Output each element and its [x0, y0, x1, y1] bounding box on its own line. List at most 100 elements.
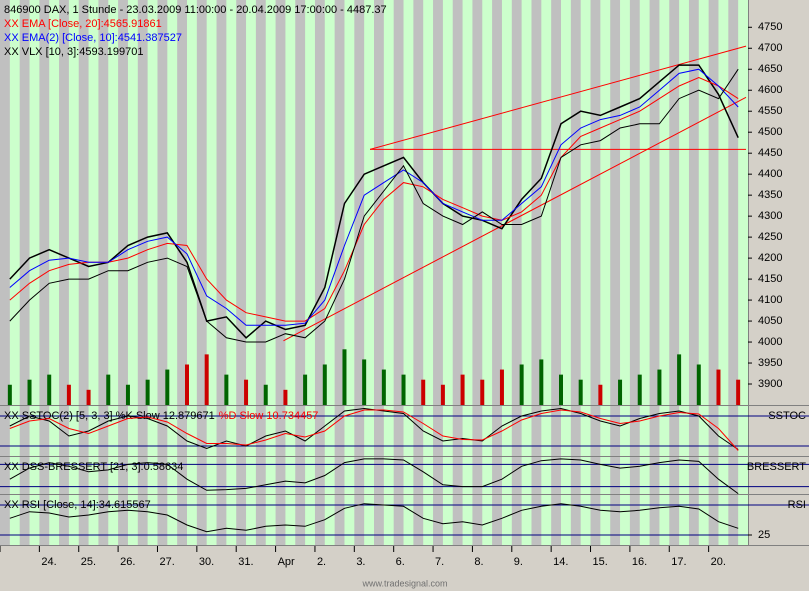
chart-title: 846900 DAX, 1 Stunde - 23.03.2009 11:00:… [4, 4, 387, 16]
stripe [9, 0, 20, 545]
volume-bar [263, 384, 268, 405]
series-line [9, 77, 739, 322]
stripe [68, 0, 79, 545]
volume-bar [303, 374, 308, 405]
volume-bar [47, 374, 52, 405]
stripe [108, 0, 119, 545]
x-tick-label: 16. [632, 556, 647, 568]
stripe [305, 0, 315, 545]
stripe [462, 0, 473, 545]
volume-bar [519, 364, 524, 405]
x-tick-label: 8. [474, 556, 483, 568]
trendline [369, 45, 747, 150]
x-tick-label: 20. [711, 556, 726, 568]
y-tick-label: 4300 [758, 210, 782, 222]
stripe [659, 0, 670, 545]
stripe [127, 0, 138, 545]
stripe [718, 0, 729, 545]
stripe [364, 0, 374, 545]
stripe [541, 0, 552, 545]
x-tick-label: 14. [553, 556, 568, 568]
stripe [600, 0, 611, 545]
stripe [344, 0, 355, 545]
volume-bar [165, 369, 170, 405]
stripe [580, 0, 591, 545]
volume-bar [499, 369, 504, 405]
stripe [206, 0, 217, 545]
stripe [265, 0, 276, 545]
panel-label: SSTOC [768, 410, 806, 422]
y-tick-label: 4400 [758, 168, 782, 180]
y-tick-label: 4750 [758, 21, 782, 33]
legend-entry: %D Slow 10.734457 [219, 410, 319, 422]
y-tick-label: 4550 [758, 105, 782, 117]
stripe [167, 0, 178, 545]
legend-entry: XX SSTOC(2) [5, 3, 3] %K Slow 12.879671 [4, 410, 215, 422]
y-tick-label: 4700 [758, 42, 782, 54]
volume-bar [362, 359, 367, 405]
stripe [679, 0, 689, 545]
series-line [9, 68, 739, 326]
stripes [9, 0, 748, 545]
stripe [738, 0, 748, 545]
x-tick-label: 27. [159, 556, 174, 568]
volume-bar [716, 369, 721, 405]
x-tick-label: 31. [238, 556, 253, 568]
x-tick-label: 15. [593, 556, 608, 568]
stripe [147, 0, 158, 545]
stripe [482, 0, 493, 545]
x-tick-label: 7. [435, 556, 444, 568]
x-tick-label: 9. [514, 556, 523, 568]
volume-bar [283, 389, 288, 405]
volume-bar [224, 374, 229, 405]
volume-bar [421, 379, 426, 405]
x-tick-label: 24. [41, 556, 56, 568]
stripe [620, 0, 630, 545]
volume-bar [244, 379, 249, 405]
volume-bar [342, 349, 347, 405]
panel-label: RSI [788, 499, 806, 511]
series-line [9, 458, 739, 495]
y-tick-label: 4000 [758, 336, 782, 348]
x-tick-label: 2. [317, 556, 326, 568]
volume-bar [185, 364, 189, 405]
series-line [9, 409, 739, 451]
volume-bar [66, 384, 71, 405]
stripe [285, 0, 296, 545]
y-tick-label: 25 [758, 529, 770, 541]
stripe [423, 0, 434, 545]
stripe [403, 0, 414, 545]
stripe [226, 0, 237, 545]
x-tick-label: 25. [81, 556, 96, 568]
stripe [698, 0, 709, 545]
volume-bar [736, 379, 741, 405]
volume-bar [657, 369, 662, 405]
stripe [383, 0, 394, 545]
y-tick-label: 4100 [758, 294, 782, 306]
volume-bar [125, 384, 130, 405]
legend-entry: XX VLX [10, 3]:4593.199701 [4, 46, 143, 58]
y-tick-label: 3900 [758, 378, 782, 390]
trendline [283, 96, 747, 342]
series-line [9, 68, 739, 343]
y-tick-label: 4350 [758, 189, 782, 201]
volume-bar [27, 379, 32, 405]
stripe [501, 0, 512, 545]
stripe [49, 0, 60, 545]
volume-bar [204, 354, 209, 405]
y-tick-label: 3950 [758, 357, 782, 369]
volume-bar [696, 364, 701, 405]
volume-bar [86, 389, 91, 405]
volume-bar [145, 379, 150, 405]
x-tick-label: 26. [120, 556, 135, 568]
volume-bar [539, 359, 544, 405]
volume-bar [106, 374, 111, 405]
series-line [9, 64, 739, 339]
volume-bar [322, 364, 327, 405]
volume-bar [401, 374, 406, 405]
stripe [639, 0, 650, 545]
x-tick-label: Apr [278, 556, 295, 568]
volume-bar [381, 369, 386, 405]
y-tick-label: 4500 [758, 126, 782, 138]
